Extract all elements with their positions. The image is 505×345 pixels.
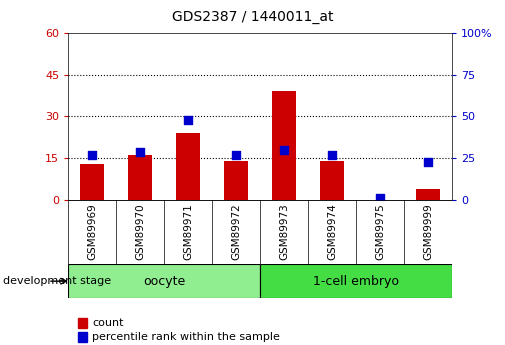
- Bar: [272, 91, 296, 200]
- Bar: [128, 156, 152, 200]
- Text: percentile rank within the sample: percentile rank within the sample: [92, 332, 280, 342]
- Text: GSM89970: GSM89970: [135, 204, 145, 260]
- Bar: [80, 164, 104, 200]
- Text: 1-cell embryo: 1-cell embryo: [313, 275, 399, 288]
- Bar: [78, 318, 87, 328]
- Point: [424, 159, 432, 164]
- Text: GDS2387 / 1440011_at: GDS2387 / 1440011_at: [172, 10, 333, 24]
- Bar: [320, 161, 344, 200]
- Text: GSM89969: GSM89969: [87, 204, 97, 260]
- Text: GSM89973: GSM89973: [279, 204, 289, 260]
- Text: development stage: development stage: [3, 276, 111, 286]
- Text: GSM89974: GSM89974: [327, 204, 337, 260]
- Bar: [78, 332, 87, 342]
- Text: GSM89972: GSM89972: [231, 204, 241, 260]
- Text: GSM89971: GSM89971: [183, 204, 193, 260]
- Text: GSM89975: GSM89975: [375, 204, 385, 260]
- Bar: [176, 133, 200, 200]
- Point: [88, 152, 96, 158]
- Point: [376, 196, 384, 201]
- Point: [232, 152, 240, 158]
- Point: [328, 152, 336, 158]
- Text: oocyte: oocyte: [143, 275, 185, 288]
- Bar: [416, 189, 440, 200]
- Text: count: count: [92, 318, 124, 328]
- Text: GSM89999: GSM89999: [423, 204, 433, 260]
- Point: [280, 147, 288, 152]
- Bar: [224, 161, 248, 200]
- Point: [184, 117, 192, 122]
- Bar: [260, 264, 452, 298]
- Point: [136, 149, 144, 154]
- Bar: [68, 264, 260, 298]
